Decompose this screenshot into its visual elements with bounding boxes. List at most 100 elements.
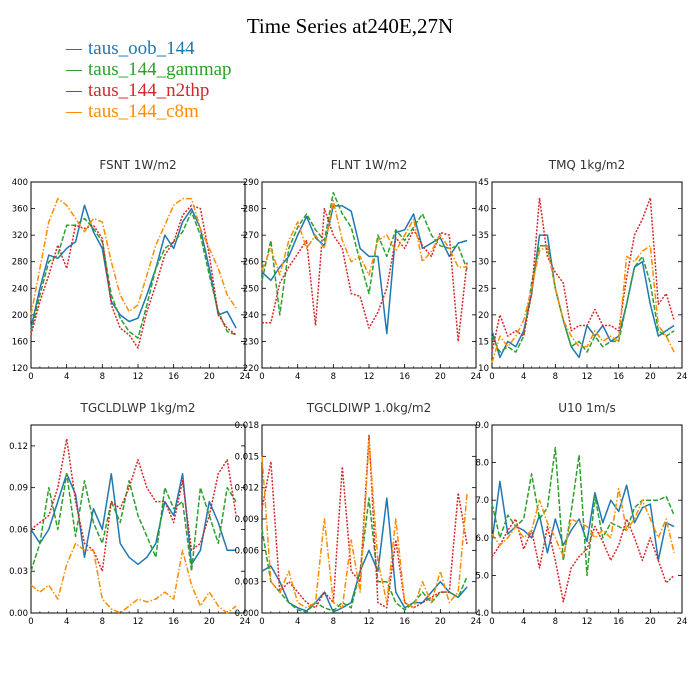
legend-swatch	[66, 91, 82, 93]
x-tick-label: 12	[364, 372, 375, 382]
x-tick-label: 4	[521, 617, 526, 627]
series-line-taus_144_c8m	[491, 488, 675, 558]
y-tick-label: 280	[12, 258, 28, 268]
y-tick-label: 0.000	[235, 609, 259, 619]
x-tick-label: 12	[582, 617, 593, 627]
x-tick-label: 4	[64, 617, 69, 627]
x-tick-label: 24	[471, 372, 482, 382]
x-tick-label: 16	[399, 372, 410, 382]
series-line-taus_144_n2thp	[30, 204, 237, 349]
x-tick-label: 8	[331, 617, 336, 627]
y-tick-label: 35	[478, 231, 489, 241]
y-tick-label: 0.012	[235, 484, 259, 494]
series-line-taus_oob_144	[491, 234, 675, 359]
legend-label: taus_144_c8m	[88, 101, 199, 122]
y-tick-label: 4.0	[475, 609, 489, 619]
x-tick-label: 12	[133, 372, 144, 382]
series-line-taus_144_n2thp	[262, 207, 468, 343]
y-tick-label: 20	[478, 311, 489, 321]
x-tick-label: 4	[64, 372, 69, 382]
y-tick-label: 260	[243, 258, 259, 268]
y-tick-label: 10	[478, 364, 489, 374]
series-line-taus_144_c8m	[30, 197, 237, 316]
series-line-taus_144_gammap	[491, 245, 675, 353]
y-tick-label: 320	[12, 231, 28, 241]
y-tick-label: 30	[478, 258, 489, 268]
x-tick-label: 4	[521, 372, 526, 382]
series-line-taus_144_gammap	[261, 191, 468, 316]
x-tick-label: 24	[677, 617, 688, 627]
y-tick-label: 0.018	[235, 421, 259, 431]
legend-item: taus_144_gammap	[66, 59, 232, 80]
panel-title: TMQ 1kg/m2	[548, 158, 626, 172]
y-tick-label: 240	[243, 311, 259, 321]
x-tick-label: 0	[489, 372, 494, 382]
series-line-taus_144_c8m	[30, 542, 237, 614]
y-tick-label: 0.00	[9, 609, 28, 619]
x-tick-label: 8	[553, 372, 558, 382]
x-tick-label: 16	[613, 617, 624, 627]
y-tick-label: 5.0	[475, 571, 489, 581]
y-tick-label: 240	[12, 284, 28, 294]
y-tick-label: 0.015	[235, 452, 259, 462]
chart-panel: FSNT 1W/m2 0 4 8 12 16 20 24 120 160 200 240 280 320 3…	[12, 158, 251, 382]
legend-swatch	[66, 49, 82, 51]
y-tick-label: 25	[478, 284, 489, 294]
x-tick-label: 24	[471, 617, 482, 627]
x-tick-label: 0	[28, 617, 33, 627]
legend-label: taus_oob_144	[88, 38, 195, 59]
legend-item: taus_144_c8m	[66, 101, 232, 122]
chart-panel: U10 1m/s 0 4 8 12 16 20 24 4.0 5.0 6.0 7.0 8.0 9.0	[475, 401, 687, 627]
x-tick-label: 0	[259, 617, 264, 627]
x-tick-label: 12	[364, 617, 375, 627]
legend: taus_oob_144 taus_144_gammap taus_144_n2…	[66, 38, 232, 122]
x-tick-label: 20	[645, 617, 656, 627]
series-line-taus_oob_144	[30, 472, 237, 566]
plot-frame	[491, 424, 683, 614]
y-tick-label: 290	[243, 178, 259, 188]
x-tick-label: 16	[168, 372, 179, 382]
y-tick-label: 220	[243, 364, 259, 374]
x-tick-label: 8	[553, 617, 558, 627]
x-tick-label: 24	[240, 372, 251, 382]
series-line-taus_oob_144	[261, 497, 468, 613]
y-tick-label: 6.0	[475, 534, 489, 544]
y-tick-label: 120	[12, 364, 28, 374]
panel-title: FLNT 1W/m2	[331, 158, 408, 172]
y-tick-label: 45	[478, 178, 489, 188]
figure-title: Time Series at240E,27N	[246, 14, 454, 38]
x-tick-label: 20	[204, 372, 215, 382]
legend-label: taus_144_gammap	[88, 59, 232, 80]
x-tick-label: 8	[100, 617, 105, 627]
legend-item: taus_144_n2thp	[66, 80, 232, 101]
y-tick-label: 0.12	[9, 442, 28, 452]
y-tick-label: 280	[243, 205, 259, 215]
y-tick-label: 0.009	[235, 515, 259, 525]
y-tick-label: 200	[12, 311, 28, 321]
chart-panel: TGCLDIWP 1.0kg/m20 4 8 12 16 20 240.0000.0030.…	[235, 401, 482, 627]
y-tick-label: 400	[12, 178, 28, 188]
y-tick-label: 8.0	[475, 459, 489, 469]
x-tick-label: 12	[582, 372, 593, 382]
x-tick-label: 16	[399, 617, 410, 627]
panel-title: FSNT 1W/m2	[99, 158, 176, 172]
y-tick-label: 0.003	[235, 578, 259, 588]
series-line-taus_oob_144	[261, 205, 468, 335]
series-line-taus_144_gammap	[491, 446, 675, 577]
panel-title: TGCLDLWP 1kg/m2	[79, 401, 195, 415]
y-tick-label: 0.06	[9, 525, 28, 535]
chart-panel: TGCLDLWP 1kg/m2 0 4 8 12 16 20 24 0.00 0.03 0.06 0.…	[9, 401, 250, 627]
y-tick-label: 9.0	[475, 421, 489, 431]
x-tick-label: 20	[435, 372, 446, 382]
x-tick-label: 16	[168, 617, 179, 627]
y-tick-label: 360	[12, 205, 28, 215]
y-tick-label: 250	[243, 284, 259, 294]
x-tick-label: 20	[435, 617, 446, 627]
y-tick-label: 0.03	[9, 567, 28, 577]
y-tick-label: 7.0	[475, 496, 489, 506]
x-tick-label: 0	[28, 372, 33, 382]
x-tick-label: 20	[645, 372, 656, 382]
series-line-taus_144_n2thp	[30, 438, 237, 572]
